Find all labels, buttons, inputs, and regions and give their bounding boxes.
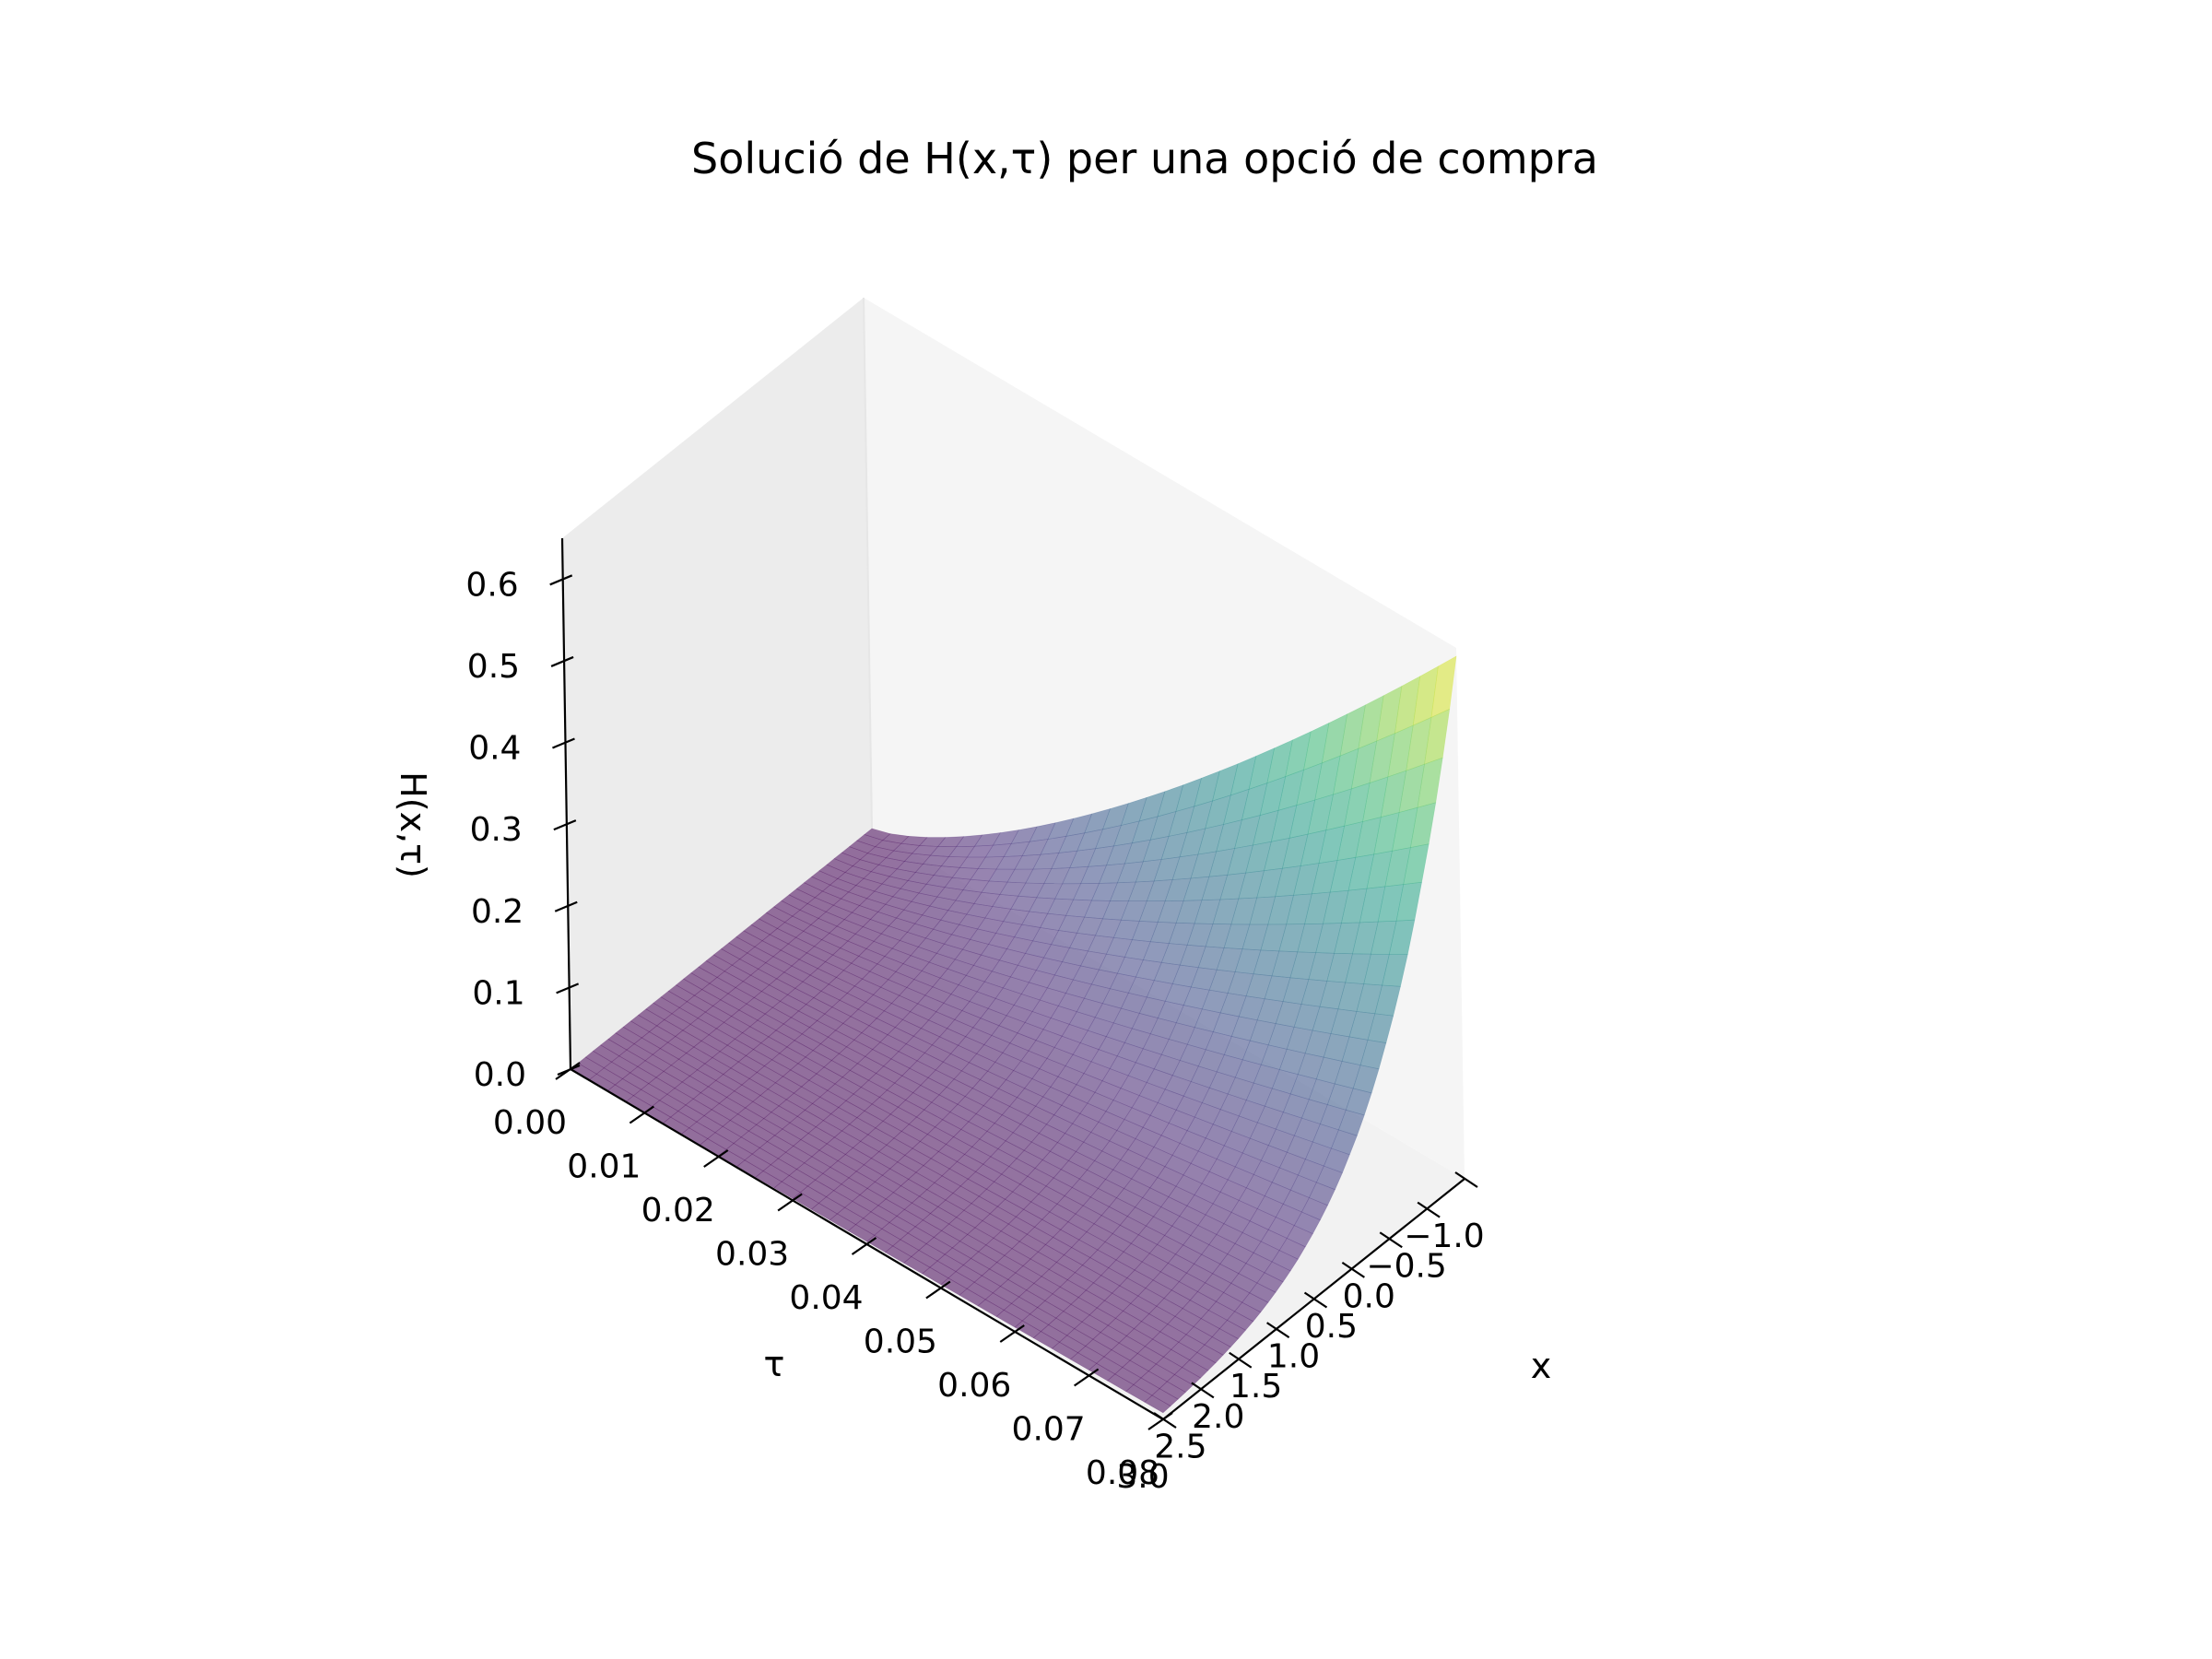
x-tick-label: 0.0 (1343, 1277, 1395, 1315)
z-tick (553, 819, 577, 831)
x-tick-label: 3.0 (1116, 1458, 1169, 1496)
x-tick (1379, 1231, 1403, 1249)
x-tick (1454, 1171, 1478, 1188)
x-tick-label: 1.5 (1230, 1368, 1282, 1406)
tau-tick-label: 0.08 (1086, 1454, 1159, 1492)
surface-plot (570, 655, 1457, 1414)
z-tick (550, 655, 574, 667)
z-tick-label: 0.0 (474, 1056, 526, 1094)
x-tick (1191, 1382, 1215, 1399)
x-tick-label: −1.0 (1404, 1218, 1484, 1255)
z-axis-line (560, 537, 572, 1070)
x-tick-label: 2.5 (1154, 1428, 1206, 1465)
z-tick-label: 0.6 (465, 566, 518, 604)
x-axis-label: x (1531, 1346, 1552, 1386)
tau-tick-label: 0.01 (567, 1148, 641, 1186)
tau-tick (703, 1149, 729, 1168)
z-tick (556, 982, 580, 994)
z-tick (549, 574, 573, 586)
tau-tick-label: 0.07 (1012, 1411, 1086, 1449)
z-axis-label: H(x,τ) (393, 771, 433, 878)
pane-edge (863, 297, 873, 830)
x-tick-label: −0.5 (1366, 1248, 1446, 1286)
z-tick-label: 0.5 (467, 648, 520, 686)
z-tick-label: 0.4 (468, 730, 521, 768)
x-tick (1303, 1291, 1328, 1309)
tau-tick (1073, 1368, 1100, 1387)
tau-tick (629, 1105, 655, 1124)
axes-lines: −1.0−0.50.00.51.01.52.02.53.00.000.010.0… (465, 537, 1485, 1496)
tau-axis-label: τ (764, 1344, 785, 1384)
back-left-pane (562, 298, 872, 1069)
tau-tick-label: 0.05 (864, 1324, 937, 1361)
tau-tick-label: 0.00 (493, 1104, 567, 1142)
tau-tick (999, 1324, 1025, 1343)
tau-tick-label: 0.03 (715, 1236, 789, 1274)
z-tick (557, 1064, 581, 1077)
tau-tick-label: 0.06 (937, 1367, 1011, 1405)
z-tick (554, 900, 578, 912)
tau-tick (851, 1237, 877, 1255)
tau-tick-label: 0.02 (641, 1192, 715, 1230)
tau-tick-label: 0.04 (789, 1279, 863, 1317)
chart-title: Solució de H(x,τ) per una opció de compr… (691, 134, 1598, 183)
tau-tick (925, 1280, 951, 1300)
x-tick-label: 0.5 (1305, 1308, 1358, 1346)
x-tick (1229, 1351, 1253, 1369)
z-tick (552, 737, 575, 749)
z-tick-label: 0.1 (472, 974, 524, 1012)
tau-tick (1147, 1412, 1173, 1430)
x-tick (1417, 1201, 1441, 1218)
z-tick-label: 0.2 (471, 893, 524, 931)
x-tick (1266, 1322, 1290, 1339)
x-tick-label: 2.0 (1192, 1398, 1244, 1436)
x-tick (1341, 1261, 1365, 1278)
surface-cell (1144, 1394, 1171, 1414)
z-tick-label: 0.3 (470, 811, 523, 849)
tau-tick (777, 1193, 803, 1212)
x-tick-label: 1.0 (1267, 1338, 1320, 1376)
